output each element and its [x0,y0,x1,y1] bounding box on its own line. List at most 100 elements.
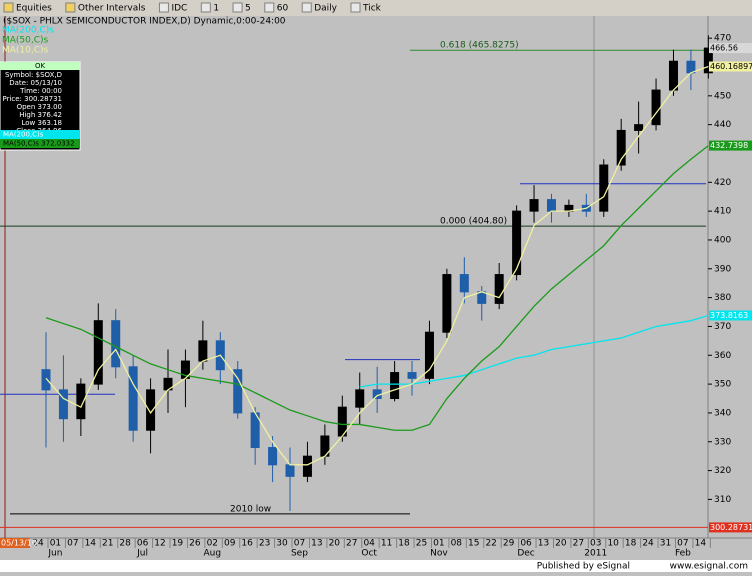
candle-body [494,274,504,304]
y-tick-label: 390 [714,264,731,274]
data-window-row: Time: 00:00 [19,87,62,95]
x-tick-label: 14 [695,539,707,549]
candle-body [285,464,295,477]
toolbar-button[interactable] [200,2,211,13]
x-tick-label: 13 [538,539,549,549]
toolbar-button[interactable] [3,2,14,13]
y-tick-label: 450 [714,91,731,101]
y-tick-label: 310 [714,495,731,505]
x-tick-label: 20 [329,539,341,549]
candle-body [41,369,51,391]
month-label: Sep [291,549,308,559]
data-window-ma-box [0,130,80,139]
data-window-row: Price: 300.28731 [2,95,62,103]
cursor-date: 05/13/10 [1,539,37,548]
x-tick-label: 27 [346,539,357,549]
x-tick-label: 09 [224,539,236,549]
x-tick-label: 24 [642,539,654,549]
candle-body [546,199,556,212]
y-tick-label: 350 [714,380,731,390]
toolbar-button[interactable] [158,2,169,13]
candle-body [529,199,539,212]
y-tick-label: 440 [714,120,731,130]
x-tick-label: 30 [276,539,288,549]
x-tick-label: 18 [625,539,637,549]
month-label: Jul [136,549,148,559]
data-window-ma: MA(200,C)s [3,131,44,139]
data-window-row: High 376.42 [19,111,62,119]
data-window-row: Date: 05/13/10 [9,79,62,87]
toolbar-label[interactable]: 5 [245,4,251,14]
toolbar-label[interactable]: Other Intervals [78,4,146,14]
y-tick-label: 470 [714,34,731,44]
y-tick-label: 330 [714,437,731,447]
price-label: 466.56 [710,44,738,53]
candle-body [442,274,452,333]
toolbar-label[interactable]: Tick [362,4,382,14]
toolbar-label[interactable]: Daily [314,4,337,14]
x-tick-label: 12 [154,539,165,549]
data-window-row: Open 373.00 [17,103,62,111]
data-window-ma: MA(50,C)s 372.0332 [3,140,75,148]
month-label: Feb [675,549,691,559]
data-window-header-text: OK [35,62,46,70]
x-tick-label: 01 [50,539,61,549]
x-tick-label: 18 [398,539,410,549]
month-label: Oct [361,549,377,559]
y-tick-label: 360 [714,351,731,361]
toolbar-button[interactable] [350,2,361,13]
chart-title: ($SOX - PHLX SEMICONDUCTOR INDEX,D) Dyna… [3,17,286,27]
toolbar-button[interactable] [65,2,76,13]
data-window-row: Low 363.18 [21,119,62,127]
x-tick-label: 13 [311,539,322,549]
x-tick-label: 01 [433,539,444,549]
price-label: 300.28731 [710,523,752,532]
price-label: 460.168977 [710,62,752,71]
candle-body [424,331,434,379]
x-tick-label: 29 [503,539,515,549]
toolbar-label[interactable]: Equities [16,4,52,14]
x-tick-label: 11 [381,539,392,549]
candle-body [146,389,156,431]
toolbar-label[interactable]: IDC [171,4,187,14]
candle-body [407,372,417,379]
toolbar-label[interactable]: 60 [277,4,289,14]
toolbar-button[interactable] [264,2,275,13]
toolbar-label[interactable]: 1 [213,4,219,14]
candle-body [58,389,68,420]
footer-bar [0,560,752,572]
x-tick-label: 21 [102,539,113,549]
x-tick-label: 02 [207,539,218,549]
data-window-row: Symbol: $SOX,D [5,71,62,79]
y-tick-label: 410 [714,207,731,217]
x-tick-label: 26 [189,539,201,549]
x-tick-label: 22 [485,539,496,549]
plot-area [0,16,708,538]
x-tick-label: 19 [172,539,184,549]
x-tick-label: 04 [363,539,375,549]
candle-body [198,340,208,362]
x-tick-label: 08 [451,539,463,549]
data-window-ma-box [0,139,80,148]
toolbar-button[interactable] [301,2,312,13]
cursor-date-box [0,538,30,548]
y-tick-label: 420 [714,178,731,188]
toolbar-button[interactable] [232,2,243,13]
data-window-header [0,62,80,70]
candle-body [634,124,644,131]
x-tick-label: 07 [677,539,688,549]
candle-body [686,60,696,74]
legend-entry: MA(50,C)s [2,36,49,46]
month-label: Jun [47,549,62,559]
price-label-box [709,43,752,54]
y-tick-label: 340 [714,408,731,418]
candle-body [355,389,365,408]
x-tick-label: 27 [573,539,584,549]
x-tick-label: 16 [241,539,253,549]
candle-body [76,383,86,420]
level-label: 0.618 (465.8275) [440,41,519,51]
month-label: Nov [430,549,448,559]
y-tick-label: 400 [714,235,731,245]
